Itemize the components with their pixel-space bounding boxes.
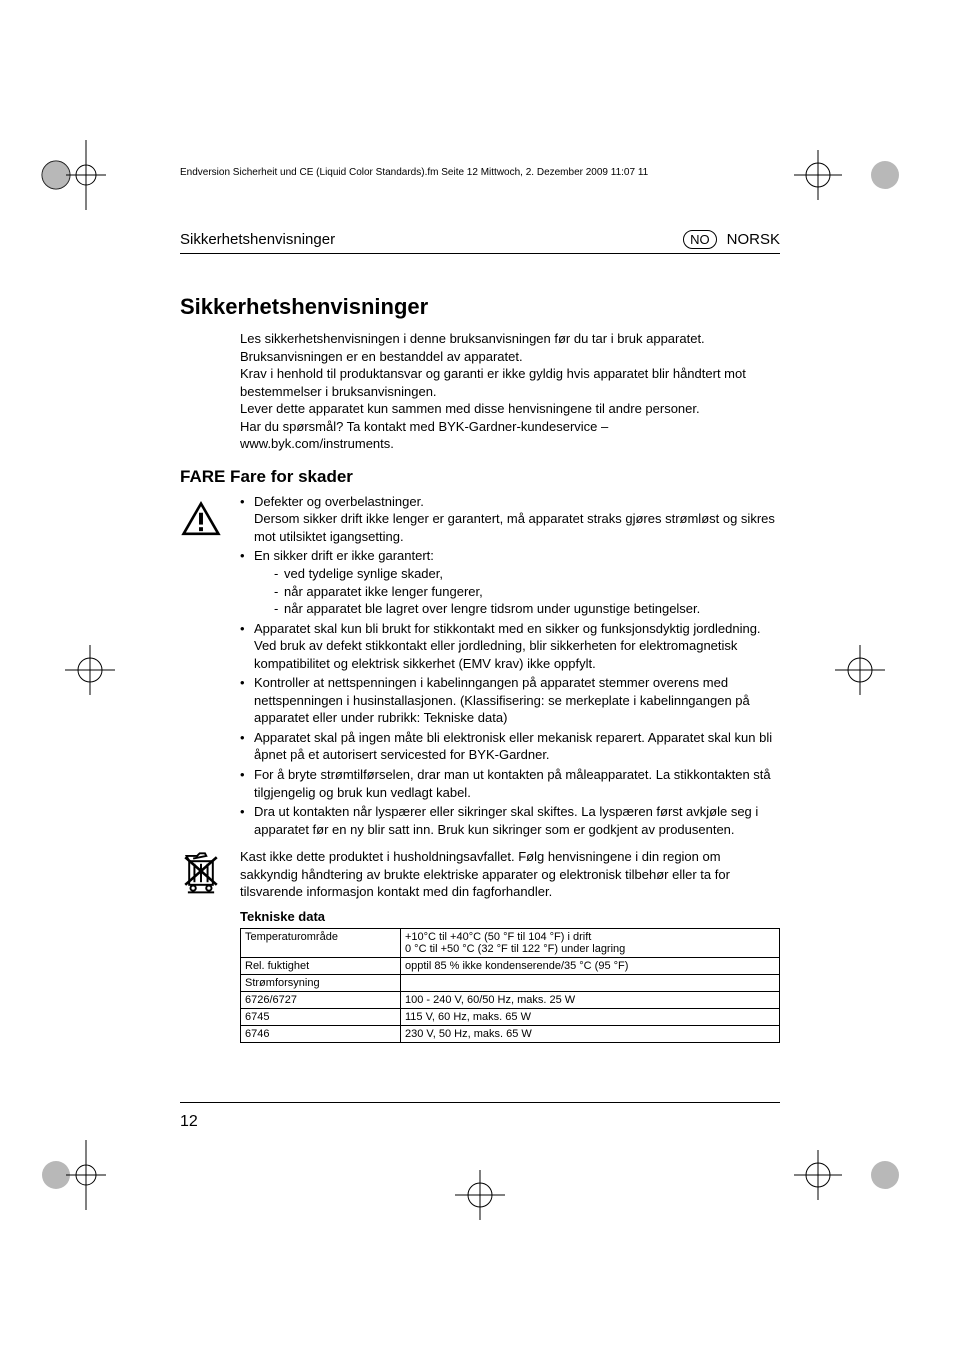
weee-text: Kast ikke dette produktet i husholdnings… <box>240 848 780 901</box>
print-meta-line: Endversion Sicherheit und CE (Liquid Col… <box>180 167 780 178</box>
sub-bullet-item: når apparatet ble lagret over lengre tid… <box>274 600 780 618</box>
bullet-item: Apparatet skal kun bli brukt for stikkon… <box>240 620 780 673</box>
weee-bin-icon <box>180 852 222 894</box>
crop-mark-mid-right <box>830 640 890 700</box>
intro-line: www.byk.com/instruments. <box>240 435 780 453</box>
intro-line: Har du spørsmål? Ta kontakt med BYK-Gard… <box>240 418 780 436</box>
table-row: 6726/6727100 - 240 V, 60/50 Hz, maks. 25… <box>241 991 780 1008</box>
crop-mark-mid-left <box>60 640 120 700</box>
bullet-item: For å bryte strømtilførselen, drar man u… <box>240 766 780 801</box>
tech-data-table: Temperaturområde+10°C til +40°C (50 °F t… <box>240 928 780 1043</box>
intro-line: Lever dette apparatet kun sammen med dis… <box>240 400 780 418</box>
bullet-item: En sikker drift er ikke garantert:ved ty… <box>240 547 780 617</box>
table-cell: Rel. fuktighet <box>241 957 401 974</box>
page-content: Sikkerhetshenvisninger NO NORSK Sikkerhe… <box>180 230 780 1043</box>
weee-block: Kast ikke dette produktet i husholdnings… <box>180 848 780 901</box>
crop-mark-bottom-right <box>790 1140 910 1210</box>
danger-heading: FARE Fare for skader <box>180 467 780 487</box>
table-cell: 100 - 240 V, 60/50 Hz, maks. 25 W <box>401 991 780 1008</box>
running-header-left: Sikkerhetshenvisninger <box>180 231 335 248</box>
bullet-item: Dra ut kontakten når lyspærer eller sikr… <box>240 803 780 838</box>
sub-bullet-item: ved tydelige synlige skader, <box>274 565 780 583</box>
table-row: 6745115 V, 60 Hz, maks. 65 W <box>241 1008 780 1025</box>
danger-bullets: Defekter og overbelastninger.Dersom sikk… <box>240 493 780 838</box>
bullet-item: Apparatet skal på ingen måte bli elektro… <box>240 729 780 764</box>
warning-icon <box>180 497 222 539</box>
table-cell: 115 V, 60 Hz, maks. 65 W <box>401 1008 780 1025</box>
table-cell: 230 V, 50 Hz, maks. 65 W <box>401 1025 780 1042</box>
table-cell: opptil 85 % ikke kondenserende/35 °C (95… <box>401 957 780 974</box>
bullet-item: Defekter og overbelastninger.Dersom sikk… <box>240 493 780 546</box>
crop-mark-top-right <box>790 140 910 210</box>
crop-mark-bottom-center <box>450 1165 510 1225</box>
tech-data-heading: Tekniske data <box>240 909 780 924</box>
table-cell <box>401 974 780 991</box>
intro-line: Les sikkerhetshenvisningen i denne bruks… <box>240 330 780 365</box>
table-cell: Strømforsyning <box>241 974 401 991</box>
page-number: 12 <box>180 1102 780 1131</box>
lang-name: NORSK <box>727 231 780 248</box>
sub-bullet-item: når apparatet ikke lenger fungerer, <box>274 583 780 601</box>
intro-line: Krav i henhold til produktansvar og gara… <box>240 365 780 400</box>
table-row: Temperaturområde+10°C til +40°C (50 °F t… <box>241 928 780 957</box>
lang-code: NO <box>683 230 717 249</box>
table-cell: Temperaturområde <box>241 928 401 957</box>
table-cell: 6746 <box>241 1025 401 1042</box>
table-cell: +10°C til +40°C (50 °F til 104 °F) i dri… <box>401 928 780 957</box>
danger-block: Defekter og overbelastninger.Dersom sikk… <box>180 493 780 840</box>
intro-block: Les sikkerhetshenvisningen i denne bruks… <box>240 330 780 453</box>
table-row: Rel. fuktighetopptil 85 % ikke kondenser… <box>241 957 780 974</box>
table-cell: 6745 <box>241 1008 401 1025</box>
crop-mark-bottom-left <box>36 1140 106 1210</box>
table-row: 6746230 V, 50 Hz, maks. 65 W <box>241 1025 780 1042</box>
page-title: Sikkerhetshenvisninger <box>180 294 780 320</box>
table-cell: 6726/6727 <box>241 991 401 1008</box>
running-header: Sikkerhetshenvisninger NO NORSK <box>180 230 780 254</box>
table-row: Strømforsyning <box>241 974 780 991</box>
crop-mark-top-left <box>36 140 106 210</box>
bullet-item: Kontroller at nettspenningen i kabelinng… <box>240 674 780 727</box>
language-badge: NO NORSK <box>683 230 780 249</box>
